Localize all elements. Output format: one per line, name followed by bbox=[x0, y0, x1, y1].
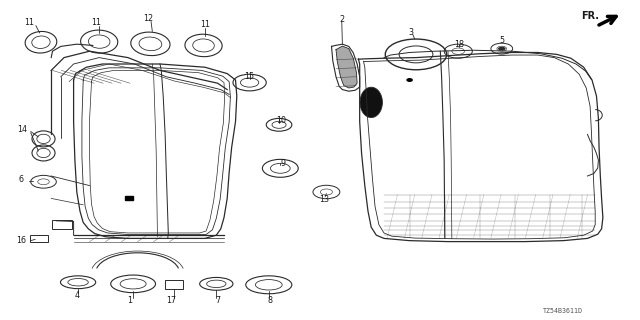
Text: 2: 2 bbox=[339, 15, 344, 24]
Text: 6: 6 bbox=[19, 175, 24, 184]
Text: 12: 12 bbox=[143, 14, 154, 23]
Text: 3: 3 bbox=[408, 28, 413, 36]
Text: FR.: FR. bbox=[581, 11, 599, 21]
Circle shape bbox=[498, 47, 506, 51]
Text: 15: 15 bbox=[244, 72, 255, 81]
Text: 16: 16 bbox=[16, 236, 26, 245]
Ellipse shape bbox=[360, 87, 383, 118]
Text: 5: 5 bbox=[500, 36, 505, 44]
Text: 1: 1 bbox=[127, 296, 132, 305]
Text: 18: 18 bbox=[454, 40, 464, 49]
Text: 8: 8 bbox=[268, 296, 273, 305]
Polygon shape bbox=[336, 46, 357, 88]
Text: TZ54B3611D: TZ54B3611D bbox=[543, 308, 583, 314]
Text: 11: 11 bbox=[24, 18, 35, 27]
Circle shape bbox=[407, 79, 412, 81]
Text: 11: 11 bbox=[200, 20, 210, 29]
Text: 4: 4 bbox=[74, 292, 79, 300]
Text: 13: 13 bbox=[319, 195, 329, 204]
Text: 7: 7 bbox=[215, 296, 220, 305]
Text: 17: 17 bbox=[166, 296, 177, 305]
Text: 11: 11 bbox=[91, 18, 101, 27]
Bar bbox=[125, 196, 133, 200]
Text: 9: 9 bbox=[281, 159, 286, 168]
Text: 10: 10 bbox=[276, 116, 287, 124]
Text: 14: 14 bbox=[17, 125, 28, 134]
